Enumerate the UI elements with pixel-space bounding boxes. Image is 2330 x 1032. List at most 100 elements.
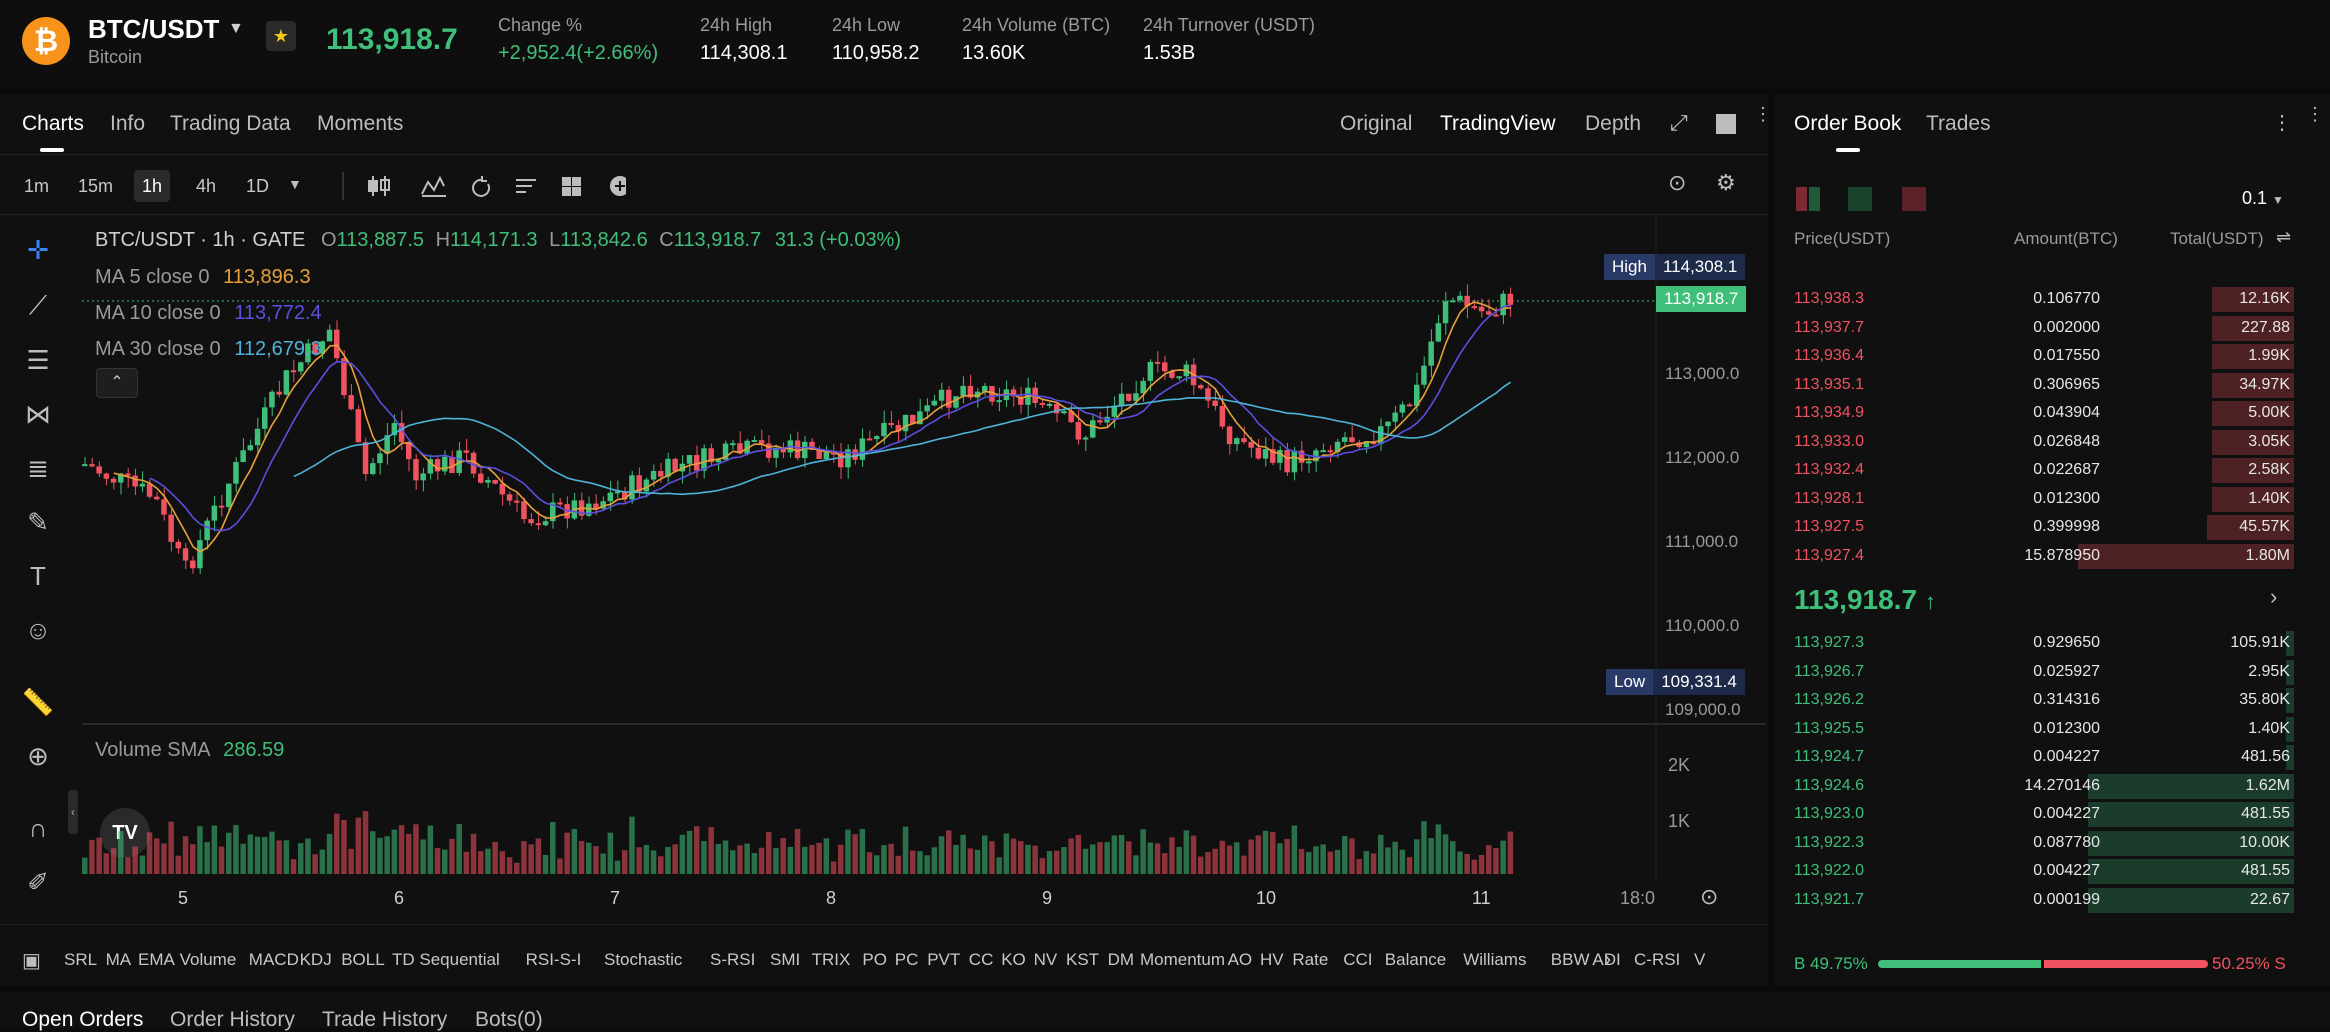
ask-row[interactable]: 113,932.4 0.022687 2.58K <box>1780 457 2294 483</box>
ask-row[interactable]: 113,935.1 0.306965 34.97K <box>1780 372 2294 398</box>
indicator-item[interactable]: CCI <box>1343 950 1373 969</box>
timeframe-15m[interactable]: 15m <box>78 176 114 196</box>
indicator-item[interactable]: SMI <box>770 950 801 969</box>
horizontal-lines-icon[interactable]: ☰ <box>26 344 50 375</box>
tab-trading-data[interactable]: Trading Data <box>170 112 291 135</box>
tab-original[interactable]: Original <box>1340 112 1413 135</box>
tab-charts[interactable]: Charts <box>22 112 84 135</box>
view-both-icon[interactable] <box>1796 187 1820 211</box>
indicator-item[interactable]: DM <box>1107 950 1135 969</box>
more-vertical-icon[interactable]: ⋮ <box>1754 104 1772 124</box>
more-vertical-icon[interactable]: ⋮ <box>2306 104 2324 124</box>
bid-row[interactable]: 113,927.3 0.929650 105.91K <box>1780 630 2294 656</box>
tab-trades[interactable]: Trades <box>1926 112 1991 135</box>
text-icon[interactable]: T <box>30 560 46 591</box>
brush-icon[interactable]: ✎ <box>27 506 49 537</box>
indicator-item[interactable]: PO <box>862 950 887 969</box>
indicator-item[interactable]: Rate <box>1292 950 1329 969</box>
chevron-down-icon[interactable]: ▼ <box>288 176 302 192</box>
swap-columns-icon[interactable]: ⇌ <box>2276 227 2292 247</box>
indicator-item[interactable]: MACD <box>248 950 299 969</box>
tab-open-orders[interactable]: Open Orders <box>22 1008 144 1031</box>
view-bids-icon[interactable] <box>1848 187 1872 211</box>
camera-icon[interactable]: ⊙ <box>1668 170 1687 195</box>
timeframe-1m[interactable]: 1m <box>24 176 50 196</box>
timeframe-1h[interactable]: 1h <box>134 170 171 202</box>
indicator-item[interactable]: C-RSI <box>1634 950 1681 969</box>
pattern-icon[interactable]: ⋈ <box>25 398 51 429</box>
timeframe-4h[interactable]: 4h <box>196 176 217 196</box>
indicator-item[interactable]: Balance <box>1384 950 1447 969</box>
indicator-item[interactable]: KO <box>1001 950 1026 969</box>
pair-title[interactable]: BTC/USDT <box>88 14 220 44</box>
tab-bots[interactable]: Bots(0) <box>475 1008 543 1031</box>
tab-info[interactable]: Info <box>110 112 146 135</box>
emoji-icon[interactable]: ☺ <box>24 614 52 645</box>
fib-icon[interactable]: ≣ <box>27 452 49 483</box>
gear-icon[interactable]: ⚙ <box>1716 170 1736 195</box>
bid-row[interactable]: 113,926.2 0.314316 35.80K <box>1780 687 2294 713</box>
favorite-star-icon[interactable]: ★ <box>266 21 296 51</box>
indicator-item[interactable]: CC <box>968 950 994 969</box>
indicator-item[interactable]: Momentum <box>1140 950 1226 969</box>
tab-trade-history[interactable]: Trade History <box>322 1008 448 1031</box>
precision-select[interactable]: 0.1 ▼ <box>2242 188 2284 209</box>
crosshair-icon[interactable]: ✛ <box>27 234 49 265</box>
indicator-item[interactable]: ADI <box>1592 950 1621 969</box>
ask-row[interactable]: 113,937.7 0.002000 227.88 <box>1780 315 2294 341</box>
indicator-item[interactable]: Volume <box>179 950 237 969</box>
chevron-down-icon[interactable]: ▼ <box>228 20 244 37</box>
trend-line-icon[interactable]: ⟋ <box>28 290 48 320</box>
candlestick-chart[interactable] <box>82 216 1766 880</box>
indicator-item[interactable]: EMA <box>138 950 175 969</box>
indicator-item[interactable]: V <box>1694 950 1706 969</box>
mid-price[interactable]: 113,918.7 ↑ <box>1794 584 1936 616</box>
indicator-item[interactable]: TD Sequential <box>392 950 500 969</box>
collapse-toolbar-icon[interactable]: ‹ <box>68 790 78 834</box>
indicator-item[interactable]: NV <box>1033 950 1058 969</box>
timeframe-1d[interactable]: 1D <box>246 176 270 196</box>
chart-toolbar-icons[interactable] <box>366 172 626 200</box>
chevron-right-icon[interactable]: › <box>1604 946 1612 971</box>
indicator-item[interactable]: HV <box>1260 950 1284 969</box>
indicator-item[interactable]: Stochastic <box>604 950 683 969</box>
ask-row[interactable]: 113,927.5 0.399998 45.57K <box>1780 514 2294 540</box>
ask-row[interactable]: 113,936.4 0.017550 1.99K <box>1780 343 2294 369</box>
collapse-legend-icon[interactable]: ⌃ <box>96 368 138 398</box>
indicator-item[interactable]: MA <box>105 950 132 969</box>
ask-row[interactable]: 113,938.3 0.106770 12.16K <box>1780 286 2294 312</box>
tab-depth[interactable]: Depth <box>1585 112 1642 135</box>
bid-row[interactable]: 113,922.3 0.087780 10.00K <box>1780 830 2294 856</box>
settings-axis-icon[interactable]: ⊙ <box>1700 884 1719 909</box>
indicator-item[interactable]: TRIX <box>811 950 851 969</box>
indicator-item[interactable]: KST <box>1066 950 1100 969</box>
bid-row[interactable]: 113,921.7 0.000199 22.67 <box>1780 887 2294 913</box>
lock-drawing-icon[interactable]: ✐ <box>27 866 49 897</box>
bid-row[interactable]: 113,926.7 0.025927 2.95K <box>1780 659 2294 685</box>
layout-square-icon[interactable] <box>1716 114 1736 134</box>
more-vertical-icon[interactable]: ⋮ <box>2272 112 2292 134</box>
fullscreen-icon[interactable]: ⤢ <box>1670 110 1688 135</box>
ask-row[interactable]: 113,934.9 0.043904 5.00K <box>1780 400 2294 426</box>
indicator-item[interactable]: AO <box>1227 950 1253 969</box>
indicator-item[interactable]: KDJ <box>299 950 332 969</box>
tab-order-book[interactable]: Order Book <box>1794 112 1902 135</box>
chevron-right-icon[interactable]: › <box>2270 584 2278 609</box>
tab-moments[interactable]: Moments <box>317 112 404 135</box>
bid-row[interactable]: 113,922.0 0.004227 481.55 <box>1780 858 2294 884</box>
ask-row[interactable]: 113,928.1 0.012300 1.40K <box>1780 486 2294 512</box>
indicator-item[interactable]: Williams <box>1463 950 1527 969</box>
bid-row[interactable]: 113,924.7 0.004227 481.56 <box>1780 744 2294 770</box>
ruler-icon[interactable]: 📏 <box>21 686 55 717</box>
view-asks-icon[interactable] <box>1902 187 1926 211</box>
indicator-item[interactable]: BBW <box>1550 950 1590 969</box>
indicator-item[interactable]: PVT <box>927 950 961 969</box>
bid-row[interactable]: 113,925.5 0.012300 1.40K <box>1780 716 2294 742</box>
bid-row[interactable]: 113,924.6 14.270146 1.62M <box>1780 773 2294 799</box>
tradingview-logo[interactable]: TV <box>100 808 150 858</box>
tab-tradingview[interactable]: TradingView <box>1440 112 1556 135</box>
bid-row[interactable]: 113,923.0 0.004227 481.55 <box>1780 801 2294 827</box>
ask-row[interactable]: 113,927.4 15.878950 1.80M <box>1780 543 2294 569</box>
ask-row[interactable]: 113,933.0 0.026848 3.05K <box>1780 429 2294 455</box>
tab-order-history[interactable]: Order History <box>170 1008 295 1031</box>
